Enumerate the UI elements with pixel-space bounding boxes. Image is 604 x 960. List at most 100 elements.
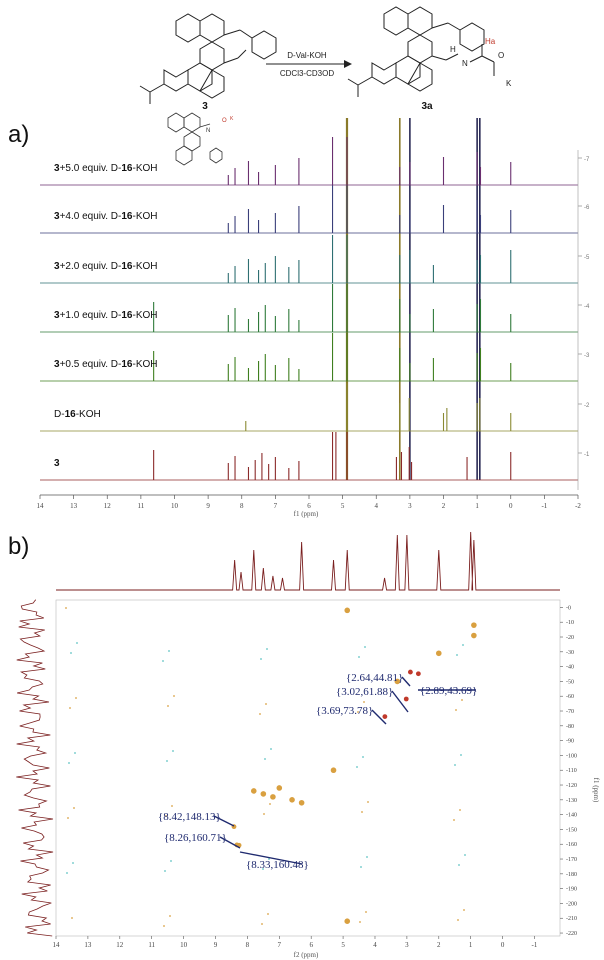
panel-a-x-ticks: 14 13 12 11 10 9 8 7 6 5 4 3 2 1 0 -1 -2 <box>37 495 581 510</box>
hsqc-cross-peak-13 <box>250 788 257 794</box>
hsqc-noise-dot-35 <box>72 862 74 864</box>
reaction-scheme <box>139 6 495 104</box>
hsqc-top-projection <box>56 531 560 591</box>
hsqc-noise-dot-1 <box>162 660 164 662</box>
panel-b-x-tick-label-8: 6 <box>309 941 313 949</box>
atom-label-n: N <box>462 59 468 68</box>
panel-b-x-label: f2 (ppm) <box>294 951 319 959</box>
inset-atom-k: K <box>230 116 234 122</box>
right-tick-label-5: -6 <box>584 205 590 211</box>
hsqc-noise-dot-13 <box>358 656 360 658</box>
panel-a-x-tick-label-2: 12 <box>104 502 112 510</box>
hsqc-noise-dot-31 <box>168 650 170 652</box>
hsqc-noise-dot-28 <box>361 811 363 813</box>
hsqc-noise-dot-24 <box>457 919 459 921</box>
hsqc-noise-dot-45 <box>74 752 76 754</box>
panel-a-x-tick-label-10: 4 <box>375 502 379 510</box>
hsqc-noise-dot-34 <box>459 809 461 811</box>
panel-b-y-tick-label-3: -30 <box>566 650 574 656</box>
hsqc-annotation-6: {8.33,160.48} <box>246 859 309 871</box>
panel-b-y-tick-label-12: -120 <box>566 783 577 789</box>
panel-a-x-tick-label-4: 10 <box>171 502 179 510</box>
hsqc-noise-dot-11 <box>164 870 166 872</box>
atom-label-o: O <box>498 51 504 60</box>
scheme-reagent-top: D-Val-KOH <box>287 51 327 60</box>
hsqc-annotation-pointer-6 <box>239 851 303 865</box>
hsqc-noise-dot-36 <box>169 915 171 917</box>
right-tick-label-2: -3 <box>584 353 590 359</box>
hsqc-noise-dot-59 <box>464 854 466 856</box>
hsqc-noise-dot-10 <box>67 817 69 819</box>
panel-b-y-tick-label-5: -50 <box>566 679 574 685</box>
panel-a-x-tick-label-6: 8 <box>240 502 244 510</box>
trace-label-6: 3+5.0 equiv. D-16-KOH <box>54 163 157 174</box>
panel-b-y-tick-label-4: -40 <box>566 665 574 671</box>
panel-b-x-tick-label-9: 5 <box>341 941 345 949</box>
panel-b-y-tick-label-14: -140 <box>566 813 577 819</box>
hsqc-annotation-4: {8.42,148.13} <box>158 811 221 823</box>
panel-b-x-tick-label-13: 1 <box>469 941 473 949</box>
panel-b-y-tick-label-2: -20 <box>566 635 574 641</box>
hsqc-cross-peak-15 <box>270 794 276 800</box>
panel-a-x-tick-label-16: -2 <box>575 502 581 510</box>
panel-b-y-tick-label-15: -150 <box>566 827 577 833</box>
hsqc-cross-peak-9 <box>471 622 477 628</box>
panel-b-x-tick-label-15: -1 <box>532 941 538 949</box>
panel-b-x-tick-label-10: 4 <box>373 941 377 949</box>
trace-label-4: 3+2.0 equiv. D-16-KOH <box>54 261 157 272</box>
hsqc-annotation-pointer-2 <box>391 690 409 713</box>
panel-a-x-tick-label-5: 9 <box>206 502 210 510</box>
panel-b-y-tick-label-11: -110 <box>566 768 577 774</box>
right-tick-label-6: -7 <box>584 157 590 163</box>
panel-b-y-label: f1 (ppm) <box>592 778 600 803</box>
panel-b-label: b) <box>8 533 29 560</box>
hsqc-annotation-pointer-0 <box>401 676 411 687</box>
hsqc-noise-dot-29 <box>458 864 460 866</box>
hsqc-annotation-5: {8.26,160.71} <box>164 832 227 844</box>
panel-a-x-tick-label-15: -1 <box>541 502 547 510</box>
panel-b-y-tick-label-1: -10 <box>566 620 574 626</box>
panel-a-x-tick-label-13: 1 <box>475 502 479 510</box>
hsqc-noise-dot-8 <box>357 711 359 713</box>
hsqc-noise-dot-42 <box>267 913 269 915</box>
trace-label-2: 3+0.5 equiv. D-16-KOH <box>54 359 157 370</box>
panel-a-x-tick-label-14: 0 <box>509 502 513 510</box>
trace-label-1: D-16-KOH <box>54 409 101 420</box>
panel-a-x-tick-label-1: 13 <box>70 502 78 510</box>
hsqc-left-projection <box>16 599 54 937</box>
hsqc-noise-dot-41 <box>170 860 172 862</box>
hsqc-cross-peak-16 <box>276 785 283 791</box>
hsqc-noise-dot-50 <box>75 697 77 699</box>
product-structure <box>347 6 495 97</box>
right-tick-label-1: -2 <box>584 403 590 409</box>
hsqc-noise-dot-3 <box>356 766 358 768</box>
hsqc-cross-peak-3 <box>382 714 388 720</box>
panel-b-x-tick-label-7: 7 <box>278 941 282 949</box>
hsqc-cross-peak-17 <box>289 797 295 803</box>
hsqc-annotation-2: {3.02,61.88} <box>336 686 393 698</box>
panel-a-x-tick-label-12: 2 <box>442 502 446 510</box>
right-tick-label-3: -4 <box>584 304 590 310</box>
hsqc-annotation-3: {3.69,73.78} <box>316 705 373 717</box>
panel-a-x-tick-label-3: 11 <box>138 502 145 510</box>
hsqc-noise-dot-16 <box>165 815 167 817</box>
panel-a-stack: 3 D-16-KOH 3+0.5 equiv. D-16-KOH 3+1.0 equi… <box>40 118 578 481</box>
hsqc-noise-dot-9 <box>454 764 456 766</box>
product-label: 3a <box>421 101 433 112</box>
hsqc-annotation-1: {2.89,43.69} <box>420 685 477 697</box>
scheme-reagent-bottom: CDCl3-CD3OD <box>280 69 334 78</box>
hsqc-cross-peak-0 <box>415 671 421 677</box>
panel-b-y-tick-label-22: -220 <box>566 931 577 937</box>
hsqc-noise-dot-37 <box>266 648 268 650</box>
panel-b-y-tick-label-6: -60 <box>566 694 574 700</box>
panel-a-x-tick-label-8: 6 <box>307 502 311 510</box>
panel-b-y-tick-label-0: -0 <box>566 605 571 611</box>
panel-b-x-tick-label-2: 12 <box>116 941 124 949</box>
hsqc-cross-peak-2 <box>403 696 409 702</box>
hsqc-plot-frame <box>55 599 561 937</box>
panel-a-right-ticks: -1 -2 -3 -4 -5 -6 -7 <box>577 150 590 490</box>
hsqc-noise-dot-21 <box>166 760 168 762</box>
panel-b-x-tick-label-5: 9 <box>214 941 218 949</box>
hsqc-noise-dot-5 <box>66 872 68 874</box>
hsqc-noise-dot-33 <box>362 756 364 758</box>
